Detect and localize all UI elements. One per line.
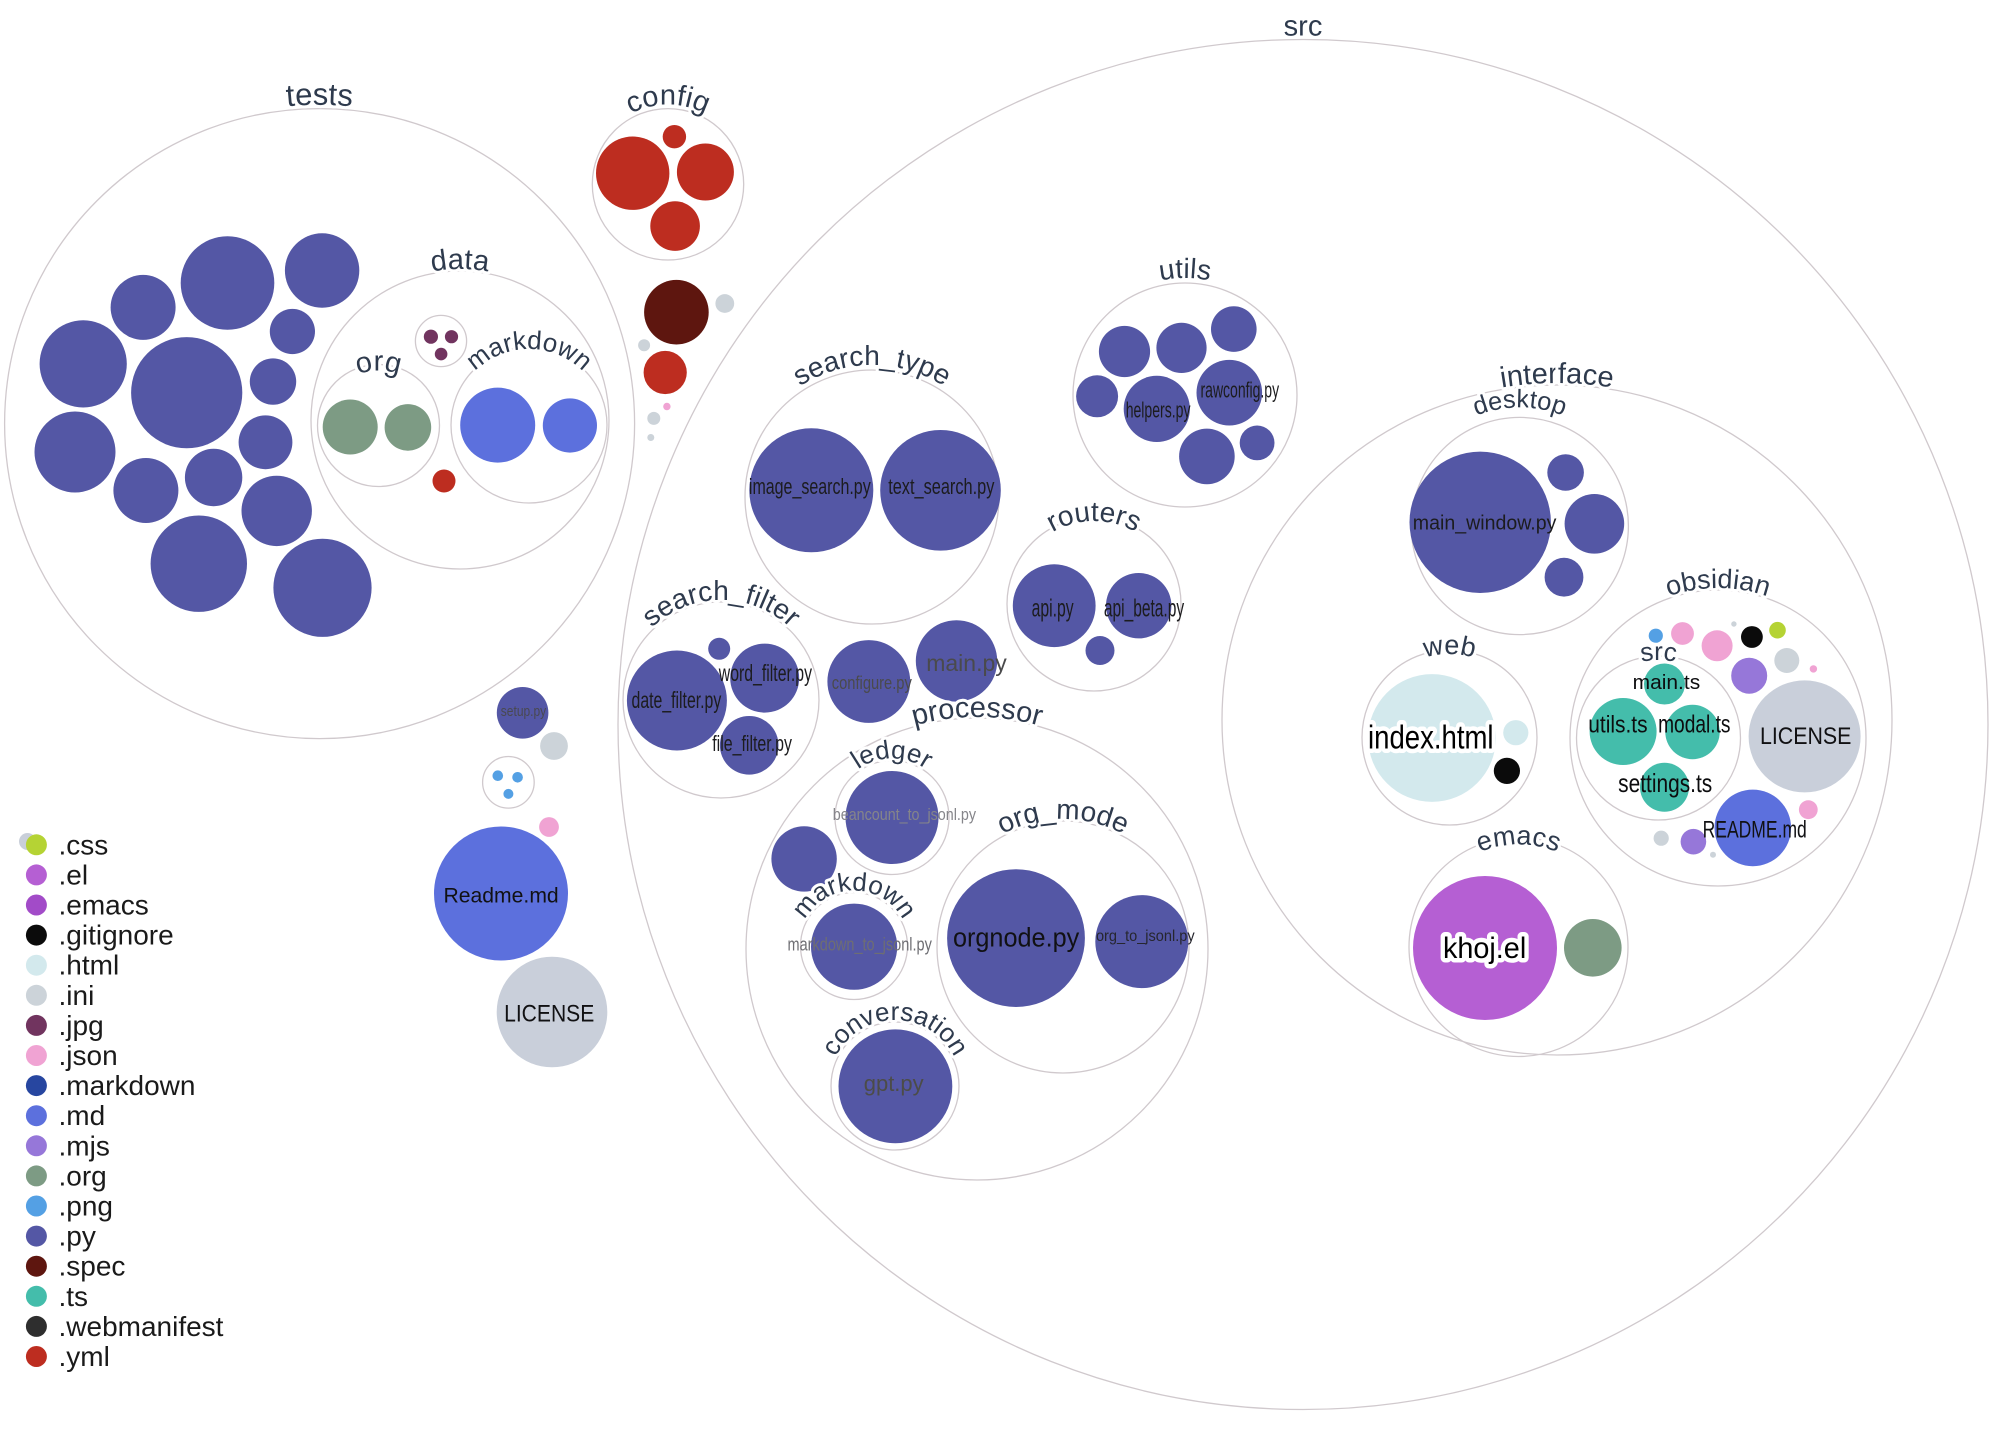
svg-text:LICENSE: LICENSE (1760, 723, 1852, 750)
svg-text:LICENSE: LICENSE (504, 1000, 594, 1027)
svg-text:.md: .md (59, 1100, 106, 1131)
svg-text:beancount_to_jsonl.py: beancount_to_jsonl.py (833, 805, 977, 824)
svg-text:.py: .py (59, 1221, 96, 1252)
svg-text:main_window.py: main_window.py (1413, 512, 1557, 534)
svg-text:main.py: main.py (926, 650, 1007, 676)
svg-text:index.html: index.html (1368, 719, 1494, 756)
svg-text:utils.ts: utils.ts (1588, 712, 1647, 739)
svg-text:.emacs: .emacs (59, 890, 149, 921)
svg-text:api_beta.py: api_beta.py (1104, 595, 1185, 623)
svg-text:rawconfig.py: rawconfig.py (1201, 378, 1280, 403)
svg-text:main.ts: main.ts (1633, 672, 1701, 694)
svg-text:.html: .html (59, 950, 120, 981)
svg-text:date_filter.py: date_filter.py (632, 687, 722, 713)
svg-text:README.md: README.md (1703, 816, 1807, 843)
svg-text:api.py: api.py (1032, 595, 1074, 623)
svg-text:markdown_to_jsonl.py: markdown_to_jsonl.py (788, 935, 932, 956)
svg-text:.el: .el (59, 859, 89, 890)
svg-text:helpers.py: helpers.py (1126, 398, 1191, 423)
svg-text:utils: utils (1157, 253, 1214, 286)
svg-text:.gitignore: .gitignore (59, 920, 174, 951)
svg-text:src: src (1283, 10, 1322, 42)
svg-text:Readme.md: Readme.md (444, 885, 559, 908)
svg-text:.css: .css (59, 829, 109, 860)
svg-text:.json: .json (59, 1040, 118, 1071)
svg-text:image_search.py: image_search.py (749, 474, 871, 499)
svg-text:.org: .org (59, 1160, 107, 1191)
svg-text:orgnode.py: orgnode.py (953, 922, 1080, 952)
svg-text:processor: processor (908, 692, 1046, 733)
svg-text:org: org (352, 346, 405, 381)
svg-text:configure.py: configure.py (832, 673, 912, 693)
svg-text:src: src (1638, 636, 1679, 668)
svg-text:khoj.el: khoj.el (1443, 932, 1526, 965)
svg-text:.yml: .yml (59, 1341, 110, 1372)
svg-text:.spec: .spec (59, 1251, 126, 1282)
svg-text:data: data (429, 244, 493, 279)
svg-text:.ini: .ini (59, 980, 95, 1011)
svg-text:web: web (1420, 630, 1479, 663)
svg-text:.markdown: .markdown (59, 1070, 196, 1101)
svg-text:interface: interface (1498, 358, 1616, 395)
svg-text:.jpg: .jpg (59, 1010, 104, 1041)
svg-text:gpt.py: gpt.py (864, 1071, 924, 1096)
svg-text:.ts: .ts (59, 1281, 89, 1312)
svg-text:file_filter.py: file_filter.py (712, 731, 792, 756)
svg-text:setup.py: setup.py (501, 703, 547, 720)
svg-text:modal.ts: modal.ts (1658, 711, 1730, 739)
svg-text:.webmanifest: .webmanifest (59, 1311, 224, 1342)
svg-text:text_search.py: text_search.py (888, 474, 994, 499)
svg-text:.mjs: .mjs (59, 1130, 110, 1161)
svg-text:settings.ts: settings.ts (1618, 768, 1712, 798)
svg-text:.png: .png (59, 1191, 114, 1222)
svg-text:word_filter.py: word_filter.py (718, 660, 812, 686)
svg-text:org_to_jsonl.py: org_to_jsonl.py (1096, 928, 1195, 945)
